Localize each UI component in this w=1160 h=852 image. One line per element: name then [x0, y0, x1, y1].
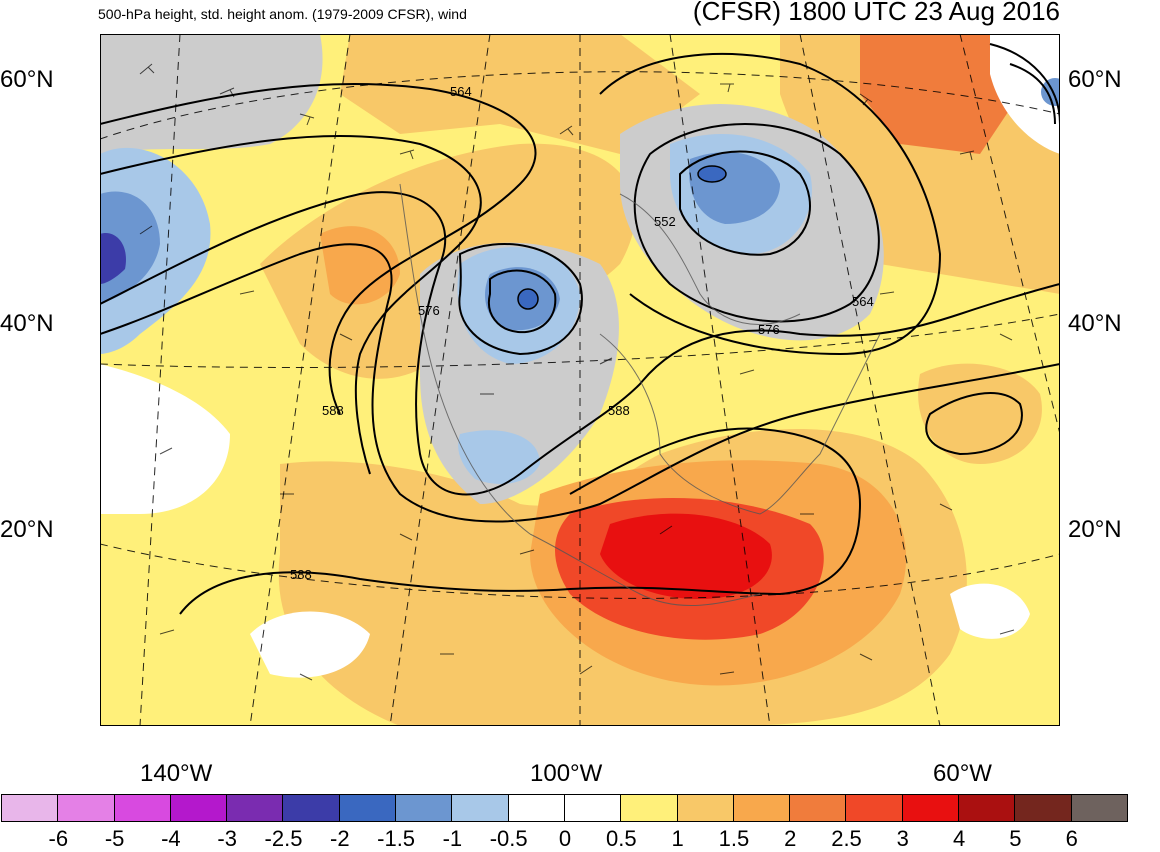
contour-label: 588	[290, 567, 312, 582]
contour-label: 552	[654, 214, 676, 229]
colorbar-label: -2	[330, 826, 350, 851]
lat-label-60n-right: 60°N	[1068, 66, 1122, 93]
colorbar-swatch	[563, 794, 622, 822]
colorbar-label: -2.5	[264, 826, 303, 851]
lat-label-40n-left: 40°N	[0, 310, 54, 337]
anomaly-blue-sw	[458, 430, 540, 484]
anomaly-blue-west-3	[100, 233, 126, 284]
colorbar-label: -5	[104, 826, 125, 851]
map-title-left: 500-hPa height, std. height anom. (1979-…	[98, 6, 467, 22]
colorbar-label: -6	[48, 826, 69, 851]
contour-label: 564	[852, 294, 874, 309]
colorbar-swatch	[507, 794, 565, 822]
anomaly-red-2	[600, 513, 772, 599]
colorbar-swatch	[845, 794, 903, 822]
graticule	[100, 34, 1060, 726]
colorbar-swatch	[338, 794, 397, 822]
colorbar-swatch	[57, 794, 115, 822]
colorbar-label: 1	[671, 826, 684, 851]
colorbar-swatch	[169, 794, 228, 822]
anomaly-orange-2	[340, 34, 700, 154]
map-border	[100, 34, 1060, 726]
anomaly-white-se	[950, 583, 1030, 639]
colorbar-label: -4	[161, 826, 181, 851]
lon-label-60w: 60°W	[933, 760, 992, 787]
colorbar-label: 1.5	[718, 826, 750, 851]
colorbar-swatch	[395, 794, 453, 822]
contour-labels: 564 552 576 564 576 588 588 588	[290, 84, 874, 582]
colorbar-label: -1	[442, 826, 463, 851]
anomaly-white-sw	[100, 364, 230, 514]
colorbar-swatch	[1, 794, 59, 822]
colorbar-label: 4	[952, 826, 966, 851]
colorbar-swatch	[1014, 794, 1072, 822]
colorbar-label: -0.5	[489, 826, 528, 851]
colorbar-label: -3	[217, 826, 237, 851]
map-title-right: (CFSR) 1800 UTC 23 Aug 2016	[692, 0, 1060, 26]
contour-label: 576	[758, 322, 780, 337]
contour-label: 588	[608, 403, 630, 418]
colorbar-label: 0.5	[606, 826, 637, 851]
lat-label-60n-left: 60°N	[0, 66, 54, 93]
lat-label-20n-left: 20°N	[0, 516, 54, 543]
anomaly-white-sw2	[250, 611, 370, 678]
colorbar-labels: -6 -5 -4 -3 -2.5 -2 -1.5 -1 -0.5 0 0.5 1 1.5 2 2.5 3 4 5 6	[0, 826, 1160, 851]
anomaly-orange-dark-2	[860, 34, 1020, 154]
height-contours	[100, 43, 1060, 615]
colorbar-label: 6	[1065, 826, 1078, 851]
colorbar-swatch	[676, 794, 734, 822]
contour-label: 576	[418, 303, 440, 318]
anomaly-center-low	[517, 288, 539, 310]
contour-label: 564	[450, 84, 472, 99]
colorbar-swatch	[113, 794, 171, 822]
colorbar-label: 3	[896, 826, 909, 851]
colorbar-label: -1.5	[377, 826, 416, 851]
lon-label-100w: 100°W	[530, 760, 603, 787]
colorbar-label: 2	[784, 826, 797, 851]
coastlines	[399, 183, 881, 607]
anomaly-gray-west	[100, 34, 323, 154]
lon-label-140w: 140°W	[140, 760, 213, 787]
colorbar-swatch	[226, 794, 284, 822]
anomaly-white-ne	[990, 34, 1060, 154]
colorbar-label: 5	[1009, 826, 1022, 851]
lat-label-40n-right: 40°N	[1068, 310, 1122, 337]
colorbar-swatch	[901, 794, 960, 822]
contour-label: 588	[322, 403, 344, 418]
colorbar	[1, 794, 1128, 822]
colorbar-label: 2.5	[831, 826, 862, 851]
colorbar-swatch	[451, 794, 509, 822]
colorbar-swatch	[1070, 794, 1128, 822]
anomaly-low-ne	[697, 165, 727, 183]
weather-map: 564 552 576 564 576 588 588 588	[100, 34, 1060, 726]
colorbar-swatch	[732, 794, 791, 822]
colorbar-swatch	[958, 794, 1016, 822]
colorbar-swatch	[282, 794, 340, 822]
wind-barbs	[139, 63, 1015, 681]
colorbar-swatch	[620, 794, 678, 822]
colorbar-swatch	[789, 794, 847, 822]
colorbar-label: 0	[558, 826, 572, 851]
lat-label-20n-right: 20°N	[1068, 516, 1122, 543]
